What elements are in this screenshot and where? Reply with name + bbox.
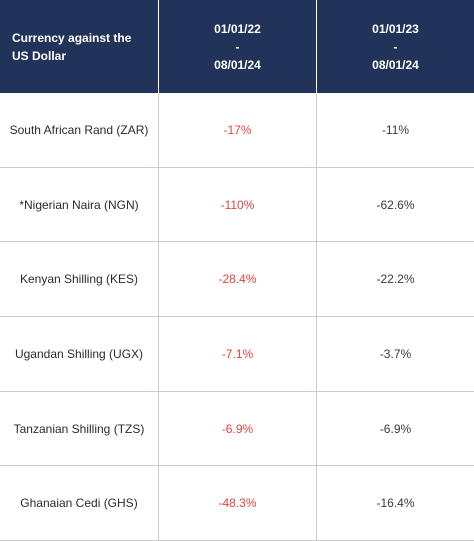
header-currency: Currency against the US Dollar [12,30,132,63]
currency-name: Ugandan Shilling (UGX) [14,346,144,361]
change-2022: -110% [158,167,316,242]
currency-name: Tanzanian Shilling (TZS) [13,421,145,436]
change-2023: -16.4% [316,466,474,541]
currency-name: Ghanaian Cedi (GHS) [20,496,138,511]
header-period-2022-sep: - [235,39,240,54]
header-period-2023-sep: - [393,39,398,54]
table-row: Ugandan Shilling (UGX) -7.1% -3.7% [0,317,474,392]
change-2022: -6.9% [158,391,316,466]
table-row: Tanzanian Shilling (TZS) -6.9% -6.9% [0,391,474,467]
change-2023: -6.9% [316,391,474,466]
change-2022: -28.4% [158,242,316,317]
table-row: *Nigerian Naira (NGN) -110% -62.6% [0,167,474,243]
change-2022: -17% [158,93,316,167]
table-row: South African Rand (ZAR) -17% -11% [0,93,474,168]
header-period-2022-start: 01/01/22 [214,21,261,36]
header-period-2023-end: 08/01/24 [372,57,419,72]
currency-name: South African Rand (ZAR) [9,122,149,137]
change-2022: -48.3% [158,466,316,541]
change-2023: -11% [316,93,474,167]
header-period-2022-end: 08/01/24 [214,57,261,72]
header-period-2022: 01/01/22 - 08/01/24 [158,0,316,93]
change-2022: -7.1% [158,317,316,391]
change-2023: -22.2% [316,242,474,317]
currency-name: Kenyan Shilling (KES) [19,272,139,287]
table-row: Ghanaian Cedi (GHS) -48.3% -16.4% [0,466,474,541]
change-2023: -3.7% [316,317,474,391]
table-row: Kenyan Shilling (KES) -28.4% -22.2% [0,242,474,318]
table-header: Currency against the US Dollar 01/01/22 … [0,0,474,93]
header-period-2023-start: 01/01/23 [372,21,419,36]
currency-name: *Nigerian Naira (NGN) [19,197,139,212]
header-period-2023: 01/01/23 - 08/01/24 [316,0,474,93]
change-2023: -62.6% [316,167,474,242]
